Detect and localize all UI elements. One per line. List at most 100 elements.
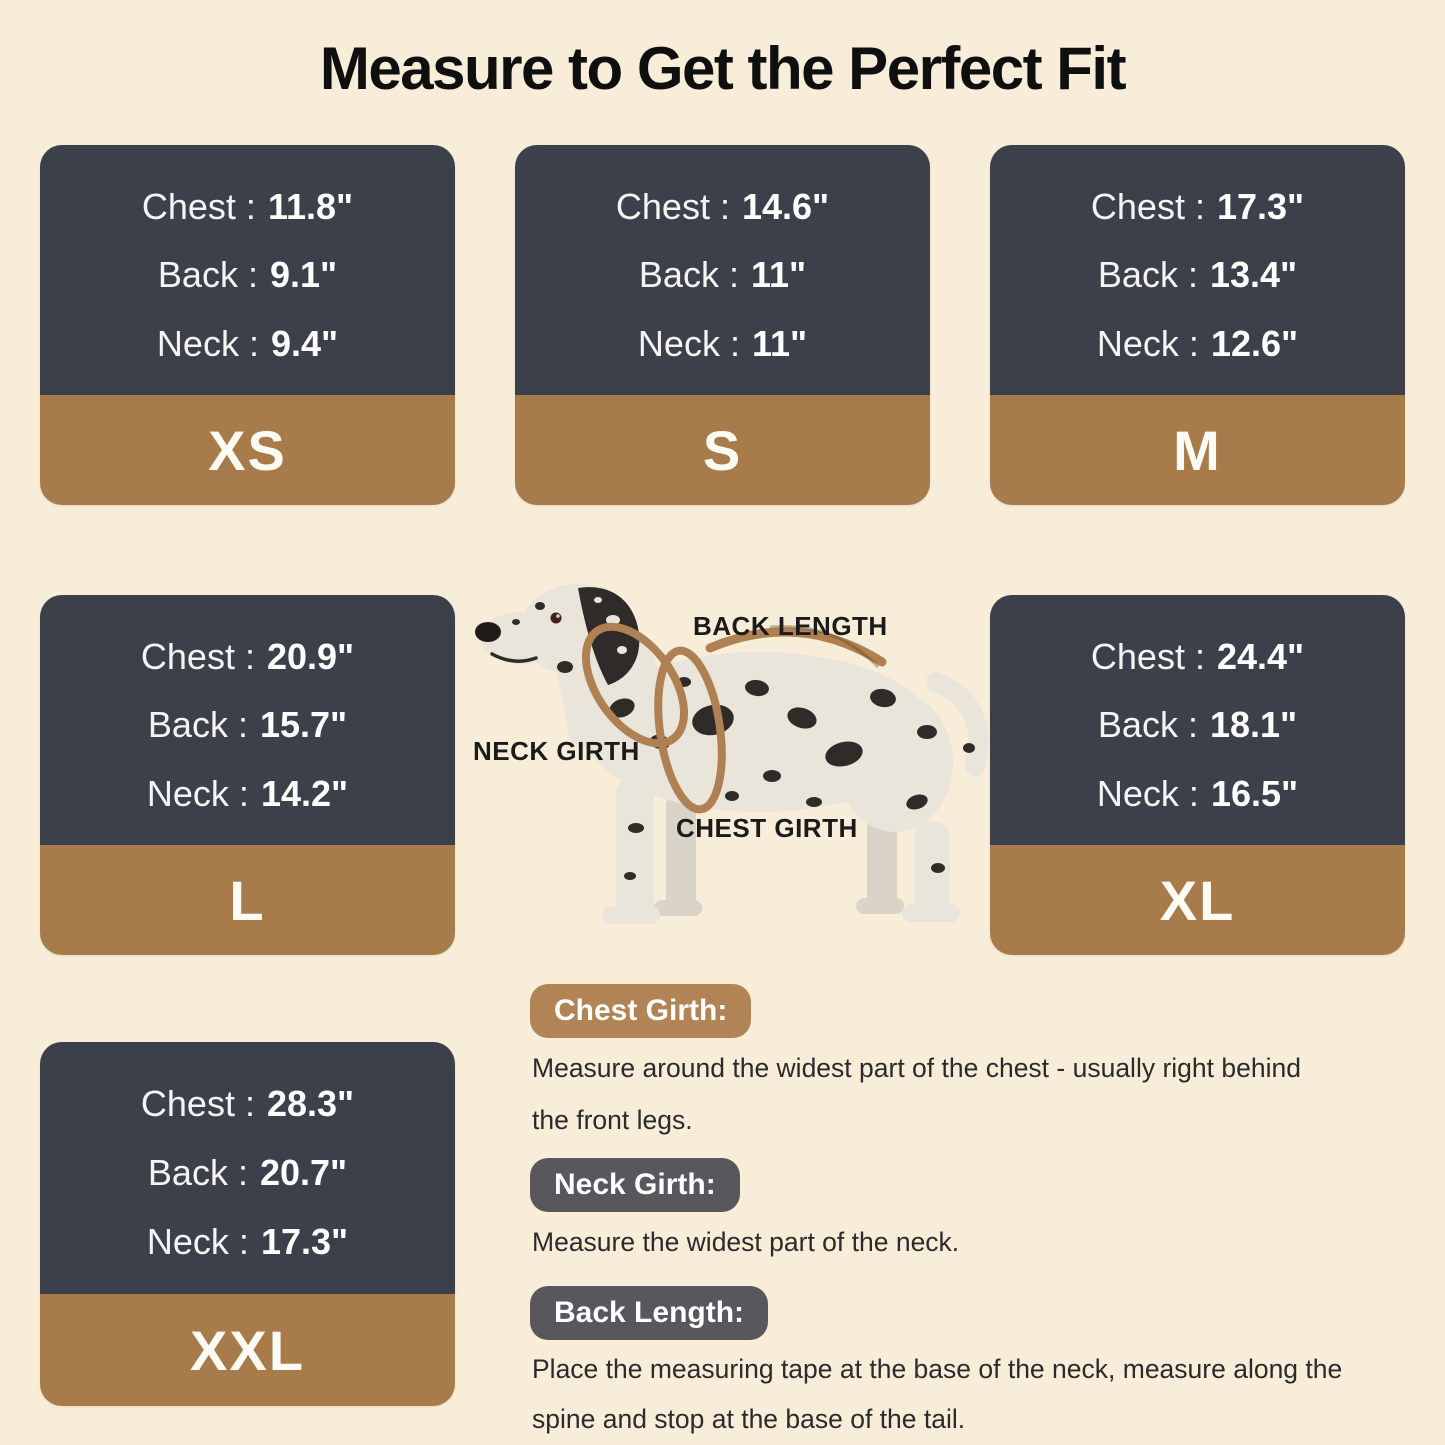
size-card-s-measurements: Chest : 14.6" Back : 11" Neck :11" [515,145,930,395]
back-measurement: Back : 13.4" [1000,254,1395,296]
dog-illustration [475,584,989,924]
neck-value: 11" [751,322,808,364]
description-line: Measure around the widest part of the ch… [532,1053,1301,1083]
size-label: L [229,868,266,932]
neck-girth-heading-text: Neck Girth: [554,1168,716,1201]
back-measurement: Back : 9.1" [50,254,445,296]
back-label: Back : [147,704,248,745]
size-card-xl: Chest : 24.4" Back : 18.1" Neck : 16.5" XL [990,595,1405,955]
size-label: XXL [190,1318,305,1382]
chest-label: Chest : [615,185,730,227]
neck-value: 17.3" [260,1221,349,1262]
neck-measurement: Neck : 12.6" [1000,323,1395,365]
chest-label: Chest : [1090,185,1205,227]
back-value: 13.4" [1209,254,1298,295]
back-length-heading-text: Back Length: [554,1296,745,1329]
description-line: the front legs. [532,1105,693,1135]
size-card-xxl-measurements: Chest : 28.3" Back : 20.7" Neck : 17.3" [40,1042,455,1294]
chest-value: 24.4" [1216,635,1305,677]
size-card-m-measurements: Chest : 17.3" Back : 13.4" Neck : 12.6" [990,145,1405,395]
size-card-xs: Chest : 11.8" Back : 9.1" Neck : 9.4" XS [40,145,455,505]
back-length-label: BACK LENGTH [693,611,888,641]
size-card-l-footer: L [40,845,455,955]
description-line: Place the measuring tape at the base of … [532,1354,1343,1384]
chest-value: 11.8" [267,185,354,227]
dog-ear-spots [594,597,627,654]
neck-value: 9.4" [270,322,339,364]
dog-mouth [490,652,538,663]
dog-eye-highlight [556,614,560,618]
size-card-m-footer: M [990,395,1405,505]
neck-girth-description: Measure the widest part of the neck. [532,1216,1432,1268]
neck-label: Neck : [146,1221,249,1262]
back-length-heading: Back Length: [530,1286,769,1340]
back-value: 9.1" [269,254,338,295]
size-card-xs-footer: XS [40,395,455,505]
chest-value: 20.9" [266,635,355,677]
size-card-m: Chest : 17.3" Back : 13.4" Neck : 12.6" M [990,145,1405,505]
chest-girth-heading: Chest Girth: [530,984,752,1038]
chest-value: 28.3" [266,1083,355,1124]
chest-measurement: Chest : 24.4" [1000,636,1395,678]
neck-girth-heading: Neck Girth: [530,1158,740,1212]
chest-value: 14.6" [741,185,830,227]
size-card-l-measurements: Chest : 20.9" Back : 15.7" Neck : 14.2" [40,595,455,845]
back-label: Back : [1097,254,1198,295]
back-length-arc-shadow [769,625,880,669]
neck-label: Neck : [1096,322,1199,364]
description-line: spine and stop at the base of the tail. [532,1404,966,1434]
neck-measurement: Neck : 17.3" [50,1221,445,1263]
size-card-xs-measurements: Chest : 11.8" Back : 9.1" Neck : 9.4" [40,145,455,395]
back-value: 15.7" [259,704,348,745]
dog-ear [578,587,640,685]
dog-tail [926,672,989,776]
size-card-xxl-footer: XXL [40,1294,455,1406]
chest-girth-label: CHEST GIRTH [676,813,858,843]
neck-measurement: Neck : 11" [525,323,920,365]
neck-measurement: Neck : 16.5" [1000,773,1395,815]
back-label: Back : [638,254,739,295]
chest-girth-ring [654,646,726,814]
neck-girth-label: NECK GIRTH [473,736,640,766]
back-label: Back : [157,254,258,295]
size-label: XS [208,418,287,482]
chest-measurement: Chest : 28.3" [50,1083,445,1125]
back-measurement: Back : 11" [525,254,920,296]
size-card-xxl: Chest : 28.3" Back : 20.7" Neck : 17.3" XXL [40,1042,455,1406]
chest-label: Chest : [141,185,256,227]
back-value: 18.1" [1209,704,1298,745]
neck-value: 14.2" [260,772,349,814]
chest-measurement: Chest : 20.9" [50,636,445,678]
chest-girth-heading-text: Chest Girth: [554,994,728,1027]
size-card-s: Chest : 14.6" Back : 11" Neck :11" S [515,145,930,505]
back-measurement: Back : 15.7" [50,704,445,746]
size-card-xl-footer: XL [990,845,1405,955]
back-measurement: Back : 20.7" [50,1152,445,1194]
back-length-description: Place the measuring tape at the base of … [532,1344,1432,1444]
size-label: S [702,418,743,482]
neck-label: Neck : [1096,772,1199,814]
size-card-xl-measurements: Chest : 24.4" Back : 18.1" Neck : 16.5" [990,595,1405,845]
neck-label: Neck : [146,772,249,814]
back-value: 11" [750,254,807,295]
neck-value: 12.6" [1210,322,1299,364]
neck-label: Neck : [156,322,259,364]
description-line: Measure the widest part of the neck. [532,1227,960,1257]
size-label: M [1173,418,1222,482]
chest-girth-description: Measure around the widest part of the ch… [532,1042,1432,1146]
measuring-tape-marks [581,622,887,814]
back-label: Back : [1097,704,1198,745]
neck-measurement: Neck : 9.4" [50,323,445,365]
neck-value: 16.5" [1210,772,1299,814]
chest-measurement: Chest : 14.6" [525,186,920,228]
chest-label: Chest : [140,635,255,677]
chest-measurement: Chest : 11.8" [50,186,445,228]
back-label: Back : [147,1152,248,1193]
dog-nose [475,622,501,642]
back-length-arc [705,627,887,667]
dog-far-legs [654,792,904,916]
back-measurement: Back : 18.1" [1000,704,1395,746]
chest-label: Chest : [1090,635,1205,677]
page-title: Measure to Get the Perfect Fit [319,35,1127,102]
